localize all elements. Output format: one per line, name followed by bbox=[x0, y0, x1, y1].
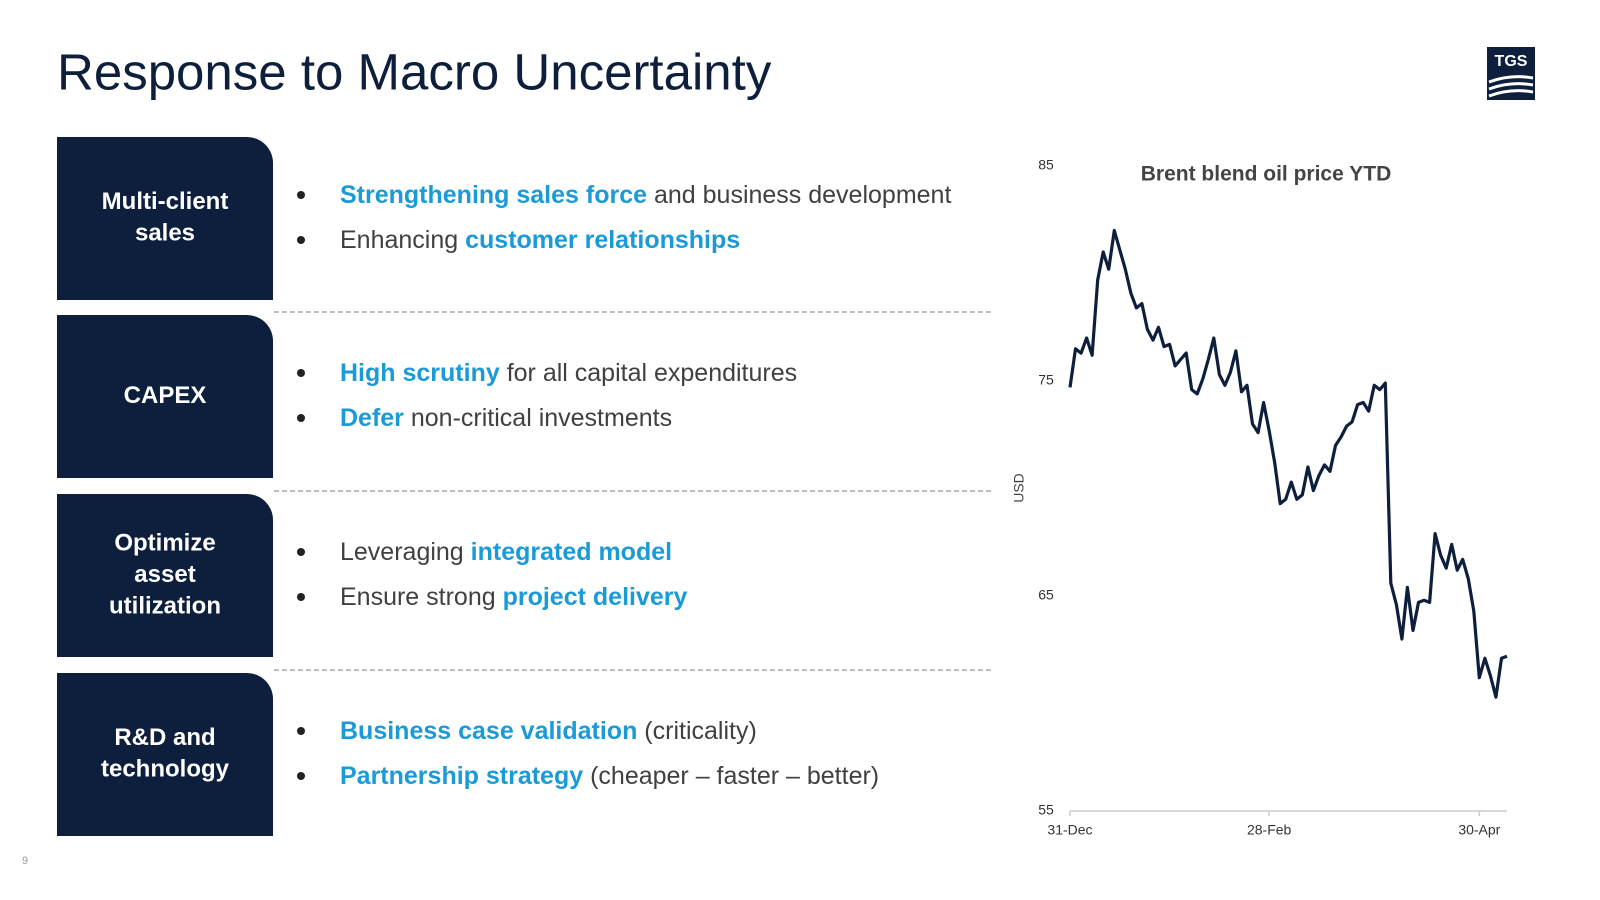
section-label: R&D and bbox=[114, 724, 215, 751]
bullet-text: Leveraging integrated model bbox=[340, 538, 672, 566]
section-label: utilization bbox=[109, 592, 221, 619]
bullet-text: High scrutiny for all capital expenditur… bbox=[340, 359, 797, 387]
bullet-dot bbox=[297, 548, 305, 556]
bullet-segment: non-critical investments bbox=[404, 404, 672, 432]
bullet-dot bbox=[297, 414, 305, 422]
x-tick-label: 28-Feb bbox=[1247, 822, 1292, 838]
bullet-segment: integrated model bbox=[471, 538, 672, 566]
section-box bbox=[57, 137, 273, 300]
section-label: asset bbox=[134, 561, 195, 588]
bullet-segment: Ensure strong bbox=[340, 583, 503, 611]
x-tick-label: 30-Apr bbox=[1458, 822, 1500, 838]
bullet-segment: customer relationships bbox=[465, 226, 740, 254]
page-number: 9 bbox=[22, 855, 28, 867]
bullet-text: Enhancing customer relationships bbox=[340, 226, 740, 254]
y-tick-label: 75 bbox=[1038, 372, 1054, 388]
section-label: CAPEX bbox=[124, 382, 207, 409]
bullet-dot bbox=[297, 772, 305, 780]
bullet-dot bbox=[297, 593, 305, 601]
bullet-segment: project delivery bbox=[503, 583, 688, 611]
bullet-segment: and business development bbox=[647, 181, 951, 209]
bullet-text: Defer non-critical investments bbox=[340, 404, 672, 432]
y-tick-label: 55 bbox=[1038, 802, 1054, 818]
bullet-segment: Strengthening sales force bbox=[340, 181, 647, 209]
section-box bbox=[57, 673, 273, 836]
bullet-text: Business case validation (criticality) bbox=[340, 717, 757, 745]
bullet-dot bbox=[297, 727, 305, 735]
chart-title: Brent blend oil price YTD bbox=[1141, 163, 1391, 186]
section-label: Multi-client bbox=[102, 188, 229, 215]
bullet-dot bbox=[297, 236, 305, 244]
slide-title: Response to Macro Uncertainty bbox=[57, 43, 772, 100]
y-tick-label: 85 bbox=[1038, 157, 1054, 173]
section-box bbox=[57, 315, 273, 478]
x-tick-label: 31-Dec bbox=[1047, 822, 1092, 838]
y-axis-label: USD bbox=[1011, 473, 1027, 503]
bullet-segment: Partnership strategy bbox=[340, 762, 583, 790]
price-line bbox=[1068, 228, 1508, 699]
bullet-segment: Business case validation bbox=[340, 717, 637, 745]
bullet-segment: (cheaper – faster – better) bbox=[583, 762, 879, 790]
y-tick-label: 65 bbox=[1038, 587, 1054, 603]
bullet-dot bbox=[297, 191, 305, 199]
bullet-text: Ensure strong project delivery bbox=[340, 583, 687, 611]
logo-text: TGS bbox=[1495, 53, 1528, 70]
bullet-dot bbox=[297, 369, 305, 377]
bullet-segment: Enhancing bbox=[340, 226, 465, 254]
bullet-text: Partnership strategy (cheaper – faster –… bbox=[340, 762, 879, 790]
logo: TGS bbox=[1487, 47, 1535, 100]
bullet-segment: (criticality) bbox=[637, 717, 756, 745]
logo-waves bbox=[1488, 75, 1534, 98]
section-label: Optimize bbox=[114, 529, 215, 556]
bullet-text: Strengthening sales force and business d… bbox=[340, 181, 951, 209]
section-box bbox=[57, 494, 273, 657]
bullet-segment: High scrutiny bbox=[340, 359, 500, 387]
section-label: sales bbox=[135, 220, 195, 247]
bullet-segment: Leveraging bbox=[340, 538, 471, 566]
section-label: technology bbox=[101, 756, 230, 783]
bullet-segment: Defer bbox=[340, 404, 404, 432]
bullet-segment: for all capital expenditures bbox=[500, 359, 797, 387]
